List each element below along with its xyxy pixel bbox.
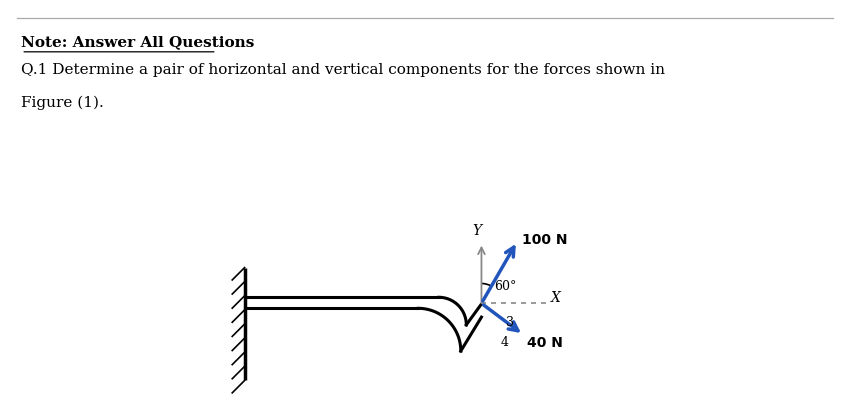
Text: 3: 3: [506, 316, 513, 329]
Text: Y: Y: [472, 224, 481, 238]
Text: Q.1 Determine a pair of horizontal and vertical components for the forces shown : Q.1 Determine a pair of horizontal and v…: [21, 63, 666, 77]
Text: 60°: 60°: [494, 280, 516, 293]
Text: X: X: [551, 291, 561, 306]
Text: Note: Answer All Questions: Note: Answer All Questions: [21, 35, 255, 49]
Text: Figure (1).: Figure (1).: [21, 96, 104, 110]
Text: 40 N: 40 N: [528, 336, 564, 350]
Text: 100 N: 100 N: [522, 233, 568, 247]
Text: 4: 4: [501, 336, 508, 349]
